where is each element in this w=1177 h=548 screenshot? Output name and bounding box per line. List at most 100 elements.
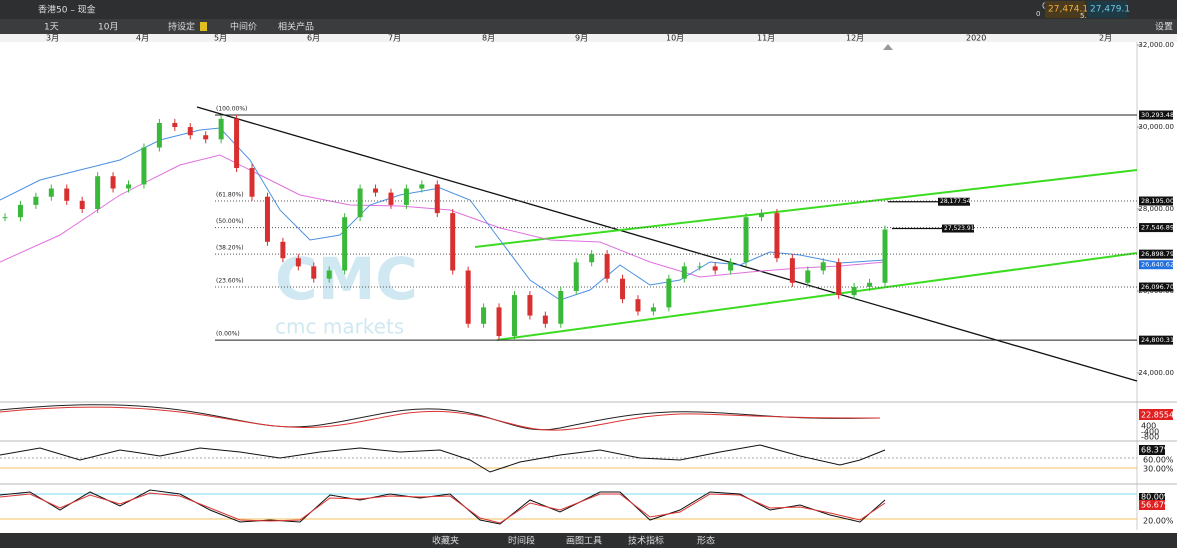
stoch-label: 80.00% xyxy=(1141,493,1172,502)
candle-body xyxy=(342,217,348,271)
candle-body xyxy=(851,286,857,296)
candle-body xyxy=(48,188,54,197)
macd-label: 400 xyxy=(1141,422,1156,431)
candle-body xyxy=(95,176,101,210)
candle-body xyxy=(280,241,286,259)
month-label: 8月 xyxy=(482,34,495,43)
price-tag xyxy=(1139,196,1173,206)
price-tag-label: 26,898.79 xyxy=(1141,250,1174,258)
price-tag xyxy=(1139,223,1173,233)
top-bar xyxy=(0,0,1177,19)
price-tag xyxy=(1139,282,1173,292)
candle-body xyxy=(867,282,873,287)
spread: 5.0 xyxy=(1080,12,1091,20)
candle-body xyxy=(666,278,672,308)
candle-body xyxy=(758,213,764,218)
marker-box xyxy=(938,197,970,206)
candle-body xyxy=(156,122,162,148)
fib-label: (38.20%) xyxy=(216,245,244,252)
related[interactable]: 相关产品 xyxy=(278,21,314,33)
candle-body xyxy=(450,213,456,271)
candle-body xyxy=(326,270,332,279)
stoch-value: 56.67% xyxy=(1141,501,1172,510)
trend-line[interactable] xyxy=(196,106,1138,382)
tool-bar xyxy=(0,19,1177,34)
fib-label: (23.60%) xyxy=(216,278,244,285)
price-tag-label: 27,546.89 xyxy=(1141,224,1174,232)
candle-body xyxy=(373,188,379,193)
candle-body xyxy=(434,184,440,214)
bottom-tab[interactable]: 时间段 xyxy=(508,535,535,547)
interval[interactable]: 1天 xyxy=(44,23,59,33)
month-label: 2020 xyxy=(966,34,986,43)
macd-pane: 400 22.8554 -400 -800 xyxy=(0,401,1177,442)
candle-body xyxy=(311,266,317,279)
candle-body xyxy=(64,188,70,201)
candle-body xyxy=(620,278,626,300)
month-label: 6月 xyxy=(307,34,320,43)
rsi-tag xyxy=(1139,445,1165,455)
macd-label: -400 xyxy=(1141,428,1159,437)
marker-label: 27,523.91 xyxy=(944,225,975,232)
moving-average xyxy=(0,127,886,301)
candle-body xyxy=(33,196,39,205)
candle-body xyxy=(712,266,718,271)
candle-body xyxy=(743,217,749,263)
bottom-tab[interactable]: 收藏夹 xyxy=(432,535,459,547)
ask[interactable]: 27,479.1 xyxy=(1090,5,1130,15)
candle-body xyxy=(357,188,363,218)
price-tag xyxy=(1139,249,1173,259)
candle-body xyxy=(604,254,610,279)
candle-body xyxy=(573,262,579,291)
candle-body xyxy=(805,270,811,283)
bottom-tab[interactable]: 画图工具 xyxy=(566,536,602,547)
marker-box xyxy=(942,224,974,233)
candle-body xyxy=(218,118,224,140)
month-label: 9月 xyxy=(575,34,588,43)
candle-body xyxy=(774,213,780,259)
bottom-tab[interactable]: 技术指标 xyxy=(628,535,664,547)
candle-body xyxy=(697,266,703,268)
bottom-tab[interactable]: 形态 xyxy=(697,535,715,547)
month-label: 11月 xyxy=(757,34,775,43)
stoch-pane: 80.00% 56.67% 20.00% xyxy=(0,483,1177,526)
candle-body xyxy=(820,262,826,271)
month-label: 4月 xyxy=(136,34,149,43)
channel-upper[interactable] xyxy=(474,169,1138,248)
candle-body xyxy=(203,135,209,140)
month-label: 2月 xyxy=(1099,34,1112,43)
candle-body xyxy=(527,295,533,316)
candle-body xyxy=(728,262,734,271)
channel-lower[interactable] xyxy=(496,252,1138,341)
candle-body xyxy=(650,307,656,312)
rsi-label: 30.00% xyxy=(1143,465,1174,474)
month-label: 12月 xyxy=(846,34,864,43)
bid[interactable]: 27,474.1 xyxy=(1048,5,1088,15)
settings[interactable]: 设置 xyxy=(1155,22,1173,33)
candle-body xyxy=(558,290,564,324)
period[interactable]: 10月 xyxy=(98,22,118,33)
price-tag-label: 30,293.48 xyxy=(1141,111,1174,119)
price-tag xyxy=(1139,110,1173,120)
candle-body xyxy=(110,176,116,189)
y-tick-label: 32,000.00 xyxy=(1138,41,1174,49)
fib-label: (100.00%) xyxy=(216,106,247,113)
month-label: 10月 xyxy=(666,34,684,43)
instrument[interactable]: 香港50 – 现金 xyxy=(38,4,96,16)
bid-box[interactable] xyxy=(1045,1,1085,18)
icon[interactable] xyxy=(200,22,207,31)
candle-body xyxy=(481,307,487,324)
ask-box[interactable] xyxy=(1087,1,1127,18)
candle-body xyxy=(465,270,471,324)
stoch-tag xyxy=(1139,500,1165,510)
month-label: 7月 xyxy=(388,34,401,43)
presets[interactable]: 持设定 xyxy=(168,21,195,33)
candle-body xyxy=(419,184,425,189)
macd-line xyxy=(0,404,881,431)
price-mode[interactable]: 中间价 xyxy=(230,21,257,33)
candle-body xyxy=(635,299,641,312)
month-row xyxy=(0,34,1177,42)
scroll-marker[interactable] xyxy=(883,44,893,50)
candle-body xyxy=(234,118,240,169)
month-label: 3月 xyxy=(46,34,59,43)
